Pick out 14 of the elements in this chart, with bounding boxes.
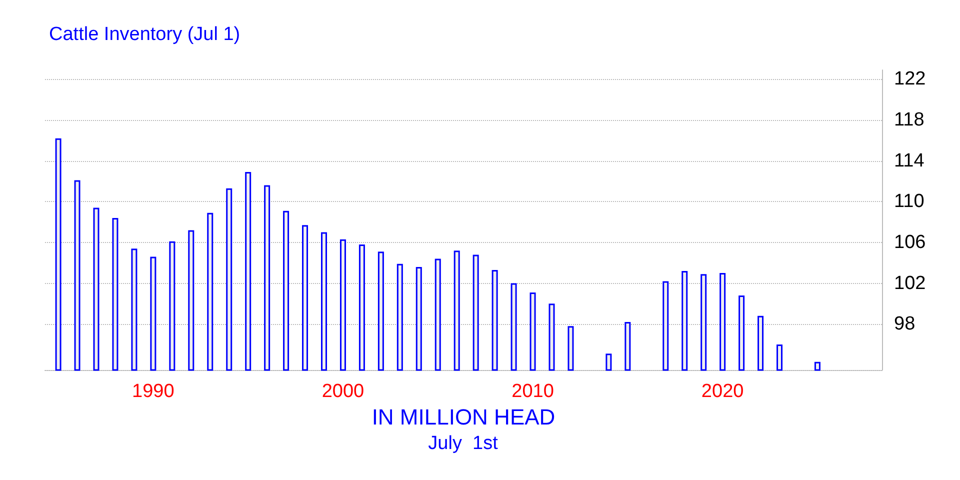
text: July 1st (428, 433, 499, 454)
y-tick-label: 118 (894, 110, 924, 130)
y-tick-label: 122 (894, 68, 926, 90)
y-tick-label: 110 (894, 191, 924, 212)
x-tick-label: 2010 (512, 381, 554, 402)
chart-title: Cattle Inventory (Jul 1) (49, 24, 240, 45)
y-tick-label: 98 (894, 314, 916, 335)
x-tick-label: 1990 (132, 381, 174, 402)
x-tick-label: 2000 (322, 381, 364, 402)
x-tick-label: 2020 (701, 381, 744, 402)
x-axis-title: IN MILLION HEAD (372, 404, 556, 430)
y-tick-label: 102 (894, 272, 926, 294)
y-tick-label: 106 (894, 232, 926, 253)
y-tick-label: 114 (894, 150, 925, 172)
